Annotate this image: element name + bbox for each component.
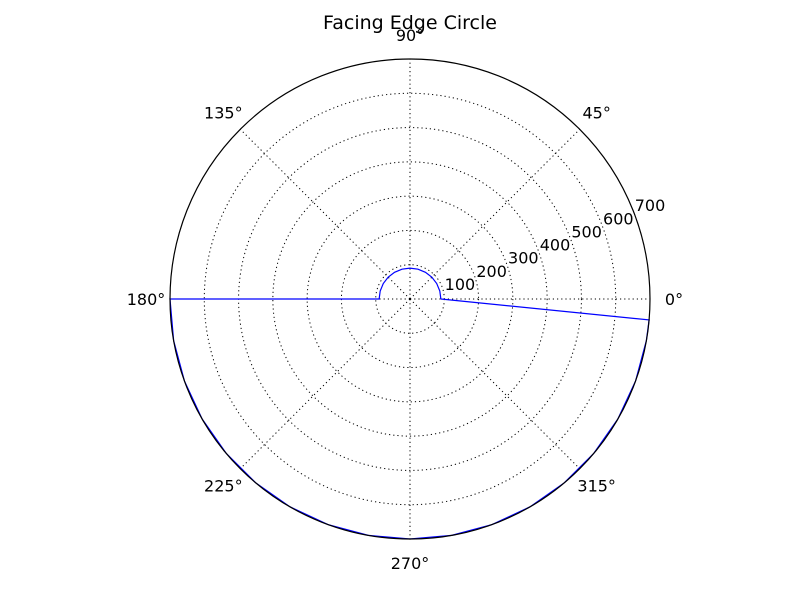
theta-tick-label: 225° — [204, 477, 243, 496]
theta-grid-line — [409, 298, 581, 470]
series-line — [169, 267, 650, 540]
plot-frame — [169, 58, 651, 540]
r-tick-label: 100 — [445, 275, 476, 294]
theta-tick-label: 270° — [391, 554, 430, 573]
r-grid-circle — [306, 195, 514, 403]
r-tick-label: 200 — [476, 262, 507, 281]
theta-grid-line — [239, 298, 411, 470]
theta-tick-label: 0° — [665, 290, 683, 309]
theta-tick-label: 135° — [204, 103, 243, 122]
theta-tick-label: 45° — [582, 103, 610, 122]
series-layer — [169, 267, 650, 540]
r-tick-label: 700 — [635, 196, 666, 215]
r-tick-label: 600 — [603, 209, 634, 228]
chart-title: Facing Edge Circle — [323, 12, 497, 34]
r-tick-label: 300 — [508, 249, 539, 268]
theta-grid-line — [239, 128, 411, 300]
theta-tick-label: 90° — [396, 26, 424, 45]
r-grid-circle — [203, 92, 617, 506]
r-grid-circle — [272, 161, 548, 437]
origin-point — [408, 297, 412, 301]
theta-tick-label: 180° — [127, 290, 166, 309]
r-tick-label: 500 — [571, 222, 602, 241]
r-tick-label: 400 — [540, 236, 571, 255]
theta-tick-label: 315° — [577, 477, 616, 496]
